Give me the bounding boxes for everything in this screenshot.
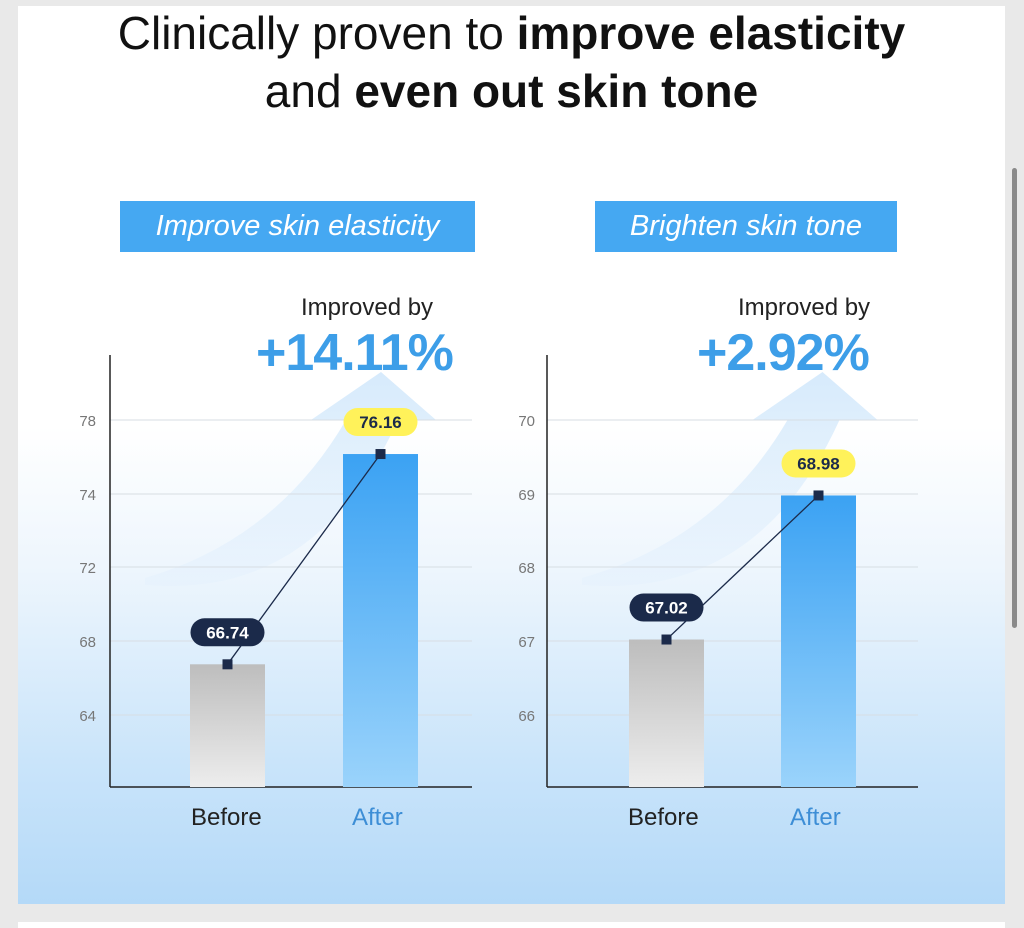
chart2-bar-before (629, 639, 704, 787)
chart1-data-label: 66.74 (206, 623, 249, 642)
headline-bold-1: improve elasticity (516, 7, 906, 59)
headline-line-1: Clinically proven to improve elasticity (118, 7, 905, 59)
headline-mid: and (264, 65, 355, 117)
headline-bold-2: even out skin tone (354, 65, 759, 117)
chart2-value-tag-before: 67.02 (629, 593, 704, 622)
chart2-data-label: 68.98 (797, 454, 840, 473)
headline-pre: Clinically proven to (117, 7, 517, 59)
chart2-tick-label: 69 (518, 487, 535, 504)
chart1-bar-before (190, 664, 265, 787)
chart1-title: Improve skin elasticity (120, 201, 475, 252)
chart1-value-tag-before: 66.74 (190, 618, 265, 647)
chart2-tick-label: 66 (518, 708, 535, 725)
chart2-tick-label: 68 (518, 560, 535, 577)
chart2-xlabel-before: Before (628, 804, 699, 831)
chart1-tick-label: 68 (79, 634, 96, 651)
chart2-title: Brighten skin tone (595, 201, 897, 252)
scrollbar[interactable] (1012, 168, 1017, 628)
chart2-up-arrow-icon (582, 372, 878, 587)
chart2-value-tag-bg (781, 449, 856, 478)
chart1-tick-label: 78 (79, 413, 96, 430)
chart2-tick-label: 70 (518, 413, 535, 430)
chart1-value-tag-bg (190, 618, 265, 647)
chart1-value-tag-after: 76.16 (343, 408, 418, 437)
chart1-bar-after (343, 454, 418, 787)
chart2-bar-after (781, 495, 856, 787)
chart1-value-tag-bg (343, 408, 418, 437)
chart2-improved-label: Improved by (738, 294, 871, 321)
chart2-data-label: 67.02 (645, 599, 688, 618)
chart1-tick-label: 72 (79, 560, 96, 577)
chart2-value-tag-after: 68.98 (781, 449, 856, 478)
chart1-tick-label: 74 (79, 487, 96, 504)
chart1-marker (222, 659, 233, 670)
chart1-marker (375, 449, 386, 460)
headline: Clinically proven to improve elasticity … (18, 4, 1005, 120)
chart2-tick-label: 67 (518, 634, 535, 651)
chart1-data-label: 76.16 (359, 413, 402, 432)
headline-line-2: and even out skin tone (265, 65, 758, 117)
chart2-marker (661, 634, 672, 645)
chart1-tick-label: 64 (79, 708, 96, 725)
chart2-xlabel-after: After (790, 804, 841, 831)
chart1-xlabel-before: Before (191, 804, 262, 831)
chart1-xlabel-after: After (352, 804, 403, 831)
chart1-improved-label: Improved by (301, 294, 434, 321)
chart2-improvement: +2.92% (697, 324, 870, 382)
chart2-value-tag-bg (629, 593, 704, 622)
chart2-marker (813, 490, 824, 501)
chart1-improvement: +14.11% (256, 324, 454, 382)
next-card-edge (18, 922, 1005, 928)
